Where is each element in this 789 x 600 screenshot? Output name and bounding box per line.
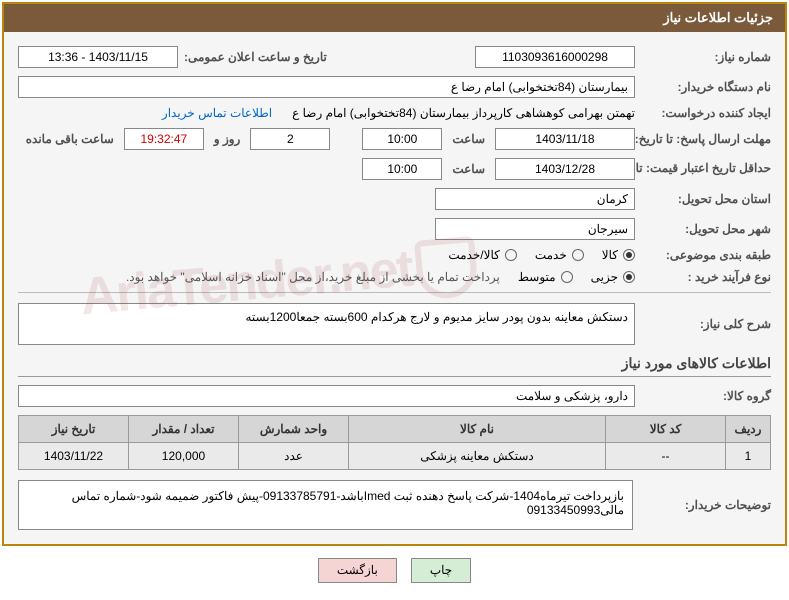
- validity-date: 1403/12/28: [495, 158, 635, 180]
- back-button[interactable]: بازگشت: [318, 558, 397, 583]
- th-row: ردیف: [726, 416, 771, 443]
- table-row: 1 -- دستکش معاینه پزشکی عدد 120,000 1403…: [19, 443, 771, 470]
- radio-med[interactable]: متوسط: [518, 270, 573, 284]
- deadline-time: 10:00: [362, 128, 442, 150]
- radio-service-icon: [572, 249, 584, 261]
- city-label: شهر محل تحویل:: [641, 222, 771, 236]
- th-name: نام کالا: [349, 416, 606, 443]
- buyer-value: بیمارستان (84تختخوابی) امام رضا ع: [18, 76, 635, 98]
- th-date: تاریخ نیاز: [19, 416, 129, 443]
- contact-link[interactable]: اطلاعات تماس خریدار: [162, 106, 272, 120]
- radio-goods-label: کالا: [602, 248, 618, 262]
- radio-part-label: جزیی: [591, 270, 618, 284]
- goods-table: ردیف کد کالا نام کالا واحد شمارش تعداد /…: [18, 415, 771, 470]
- category-label: طبقه بندی موضوعی:: [641, 248, 771, 262]
- desc-label: شرح کلی نیاز:: [641, 317, 771, 331]
- main-panel: جزئیات اطلاعات نیاز شماره نیاز: 11030936…: [2, 2, 787, 546]
- days-value: 2: [250, 128, 330, 150]
- announce-label: تاریخ و ساعت اعلان عمومی:: [184, 50, 327, 64]
- time-label-1: ساعت: [448, 132, 489, 146]
- button-bar: چاپ بازگشت: [0, 558, 789, 583]
- creator-value: تهمتن بهرامی کوهشاهی کارپرداز بیمارستان …: [292, 106, 635, 120]
- radio-med-label: متوسط: [518, 270, 556, 284]
- city-value: سیرجان: [435, 218, 635, 240]
- radio-both[interactable]: کالا/خدمت: [448, 248, 516, 262]
- need-number-value: 1103093616000298: [475, 46, 635, 68]
- radio-med-icon: [561, 271, 573, 283]
- announce-value: 1403/11/15 - 13:36: [18, 46, 178, 68]
- td-qty: 120,000: [129, 443, 239, 470]
- deadline-date: 1403/11/18: [495, 128, 635, 150]
- radio-both-icon: [505, 249, 517, 261]
- panel-content: شماره نیاز: 1103093616000298 تاریخ و ساع…: [4, 32, 785, 544]
- print-button[interactable]: چاپ: [411, 558, 471, 583]
- radio-goods-icon: [623, 249, 635, 261]
- table-header-row: ردیف کد کالا نام کالا واحد شمارش تعداد /…: [19, 416, 771, 443]
- buyer-label: نام دستگاه خریدار:: [641, 80, 771, 94]
- time-label-2: ساعت: [448, 162, 489, 176]
- td-name: دستکش معاینه پزشکی: [349, 443, 606, 470]
- radio-service[interactable]: خدمت: [535, 248, 584, 262]
- td-code: --: [606, 443, 726, 470]
- group-value: دارو، پزشکی و سلامت: [18, 385, 635, 407]
- category-radio-group: کالا خدمت کالا/خدمت: [448, 248, 635, 262]
- th-unit: واحد شمارش: [239, 416, 349, 443]
- province-value: کرمان: [435, 188, 635, 210]
- th-code: کد کالا: [606, 416, 726, 443]
- panel-header: جزئیات اطلاعات نیاز: [4, 4, 785, 32]
- remaining-label: ساعت باقی مانده: [22, 132, 118, 146]
- radio-goods[interactable]: کالا: [602, 248, 635, 262]
- process-radio-group: جزیی متوسط: [518, 270, 635, 284]
- panel-title: جزئیات اطلاعات نیاز: [663, 10, 773, 25]
- province-label: استان محل تحویل:: [641, 192, 771, 206]
- radio-part-icon: [623, 271, 635, 283]
- th-qty: تعداد / مقدار: [129, 416, 239, 443]
- counter-value: 19:32:47: [124, 128, 204, 150]
- validity-time: 10:00: [362, 158, 442, 180]
- td-date: 1403/11/22: [19, 443, 129, 470]
- goods-section-title: اطلاعات کالاهای مورد نیاز: [18, 355, 771, 377]
- td-unit: عدد: [239, 443, 349, 470]
- days-label: روز و: [210, 132, 245, 146]
- buyer-notes-label: توضیحات خریدار:: [641, 480, 771, 530]
- validity-label: حداقل تاریخ اعتبار قیمت: تا تاریخ:: [641, 161, 771, 177]
- process-label: نوع فرآیند خرید :: [641, 270, 771, 284]
- group-label: گروه کالا:: [641, 389, 771, 403]
- buyer-notes-value: بازپرداخت تیرماه1404-شرکت پاسخ دهنده ثبت…: [18, 480, 633, 530]
- radio-both-label: کالا/خدمت: [448, 248, 499, 262]
- need-number-label: شماره نیاز:: [641, 50, 771, 64]
- process-note: پرداخت تمام یا بخشی از مبلغ خرید،از محل …: [126, 270, 500, 284]
- deadline-label: مهلت ارسال پاسخ: تا تاریخ:: [641, 132, 771, 146]
- radio-service-label: خدمت: [535, 248, 567, 262]
- radio-part[interactable]: جزیی: [591, 270, 635, 284]
- creator-label: ایجاد کننده درخواست:: [641, 106, 771, 120]
- td-n: 1: [726, 443, 771, 470]
- divider: [18, 292, 771, 293]
- desc-value: دستکش معاینه بدون پودر سایز مدیوم و لارج…: [18, 303, 635, 345]
